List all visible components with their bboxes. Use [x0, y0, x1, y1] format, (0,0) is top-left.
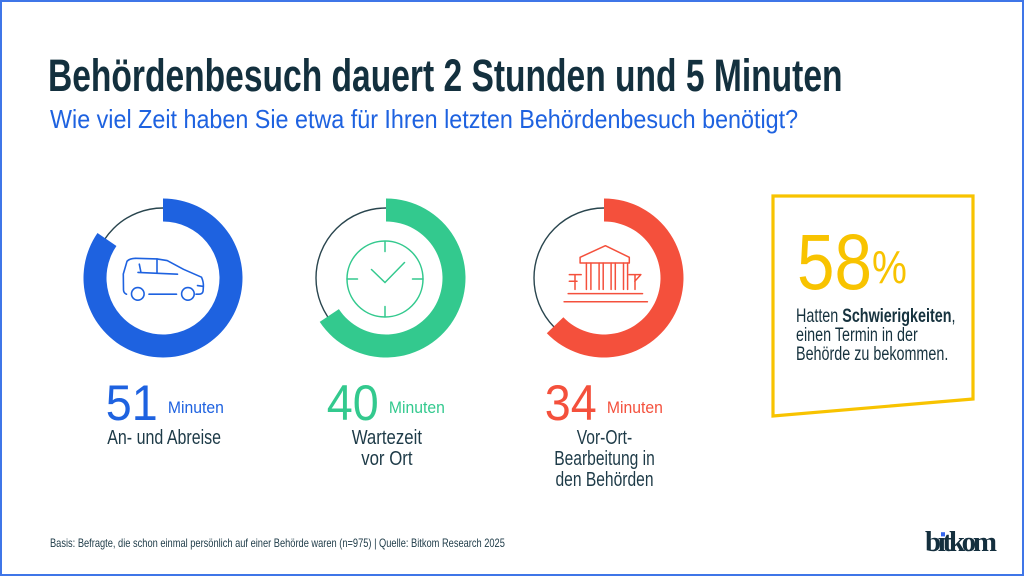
svg-text:bıtkom: bıtkom — [925, 526, 997, 558]
